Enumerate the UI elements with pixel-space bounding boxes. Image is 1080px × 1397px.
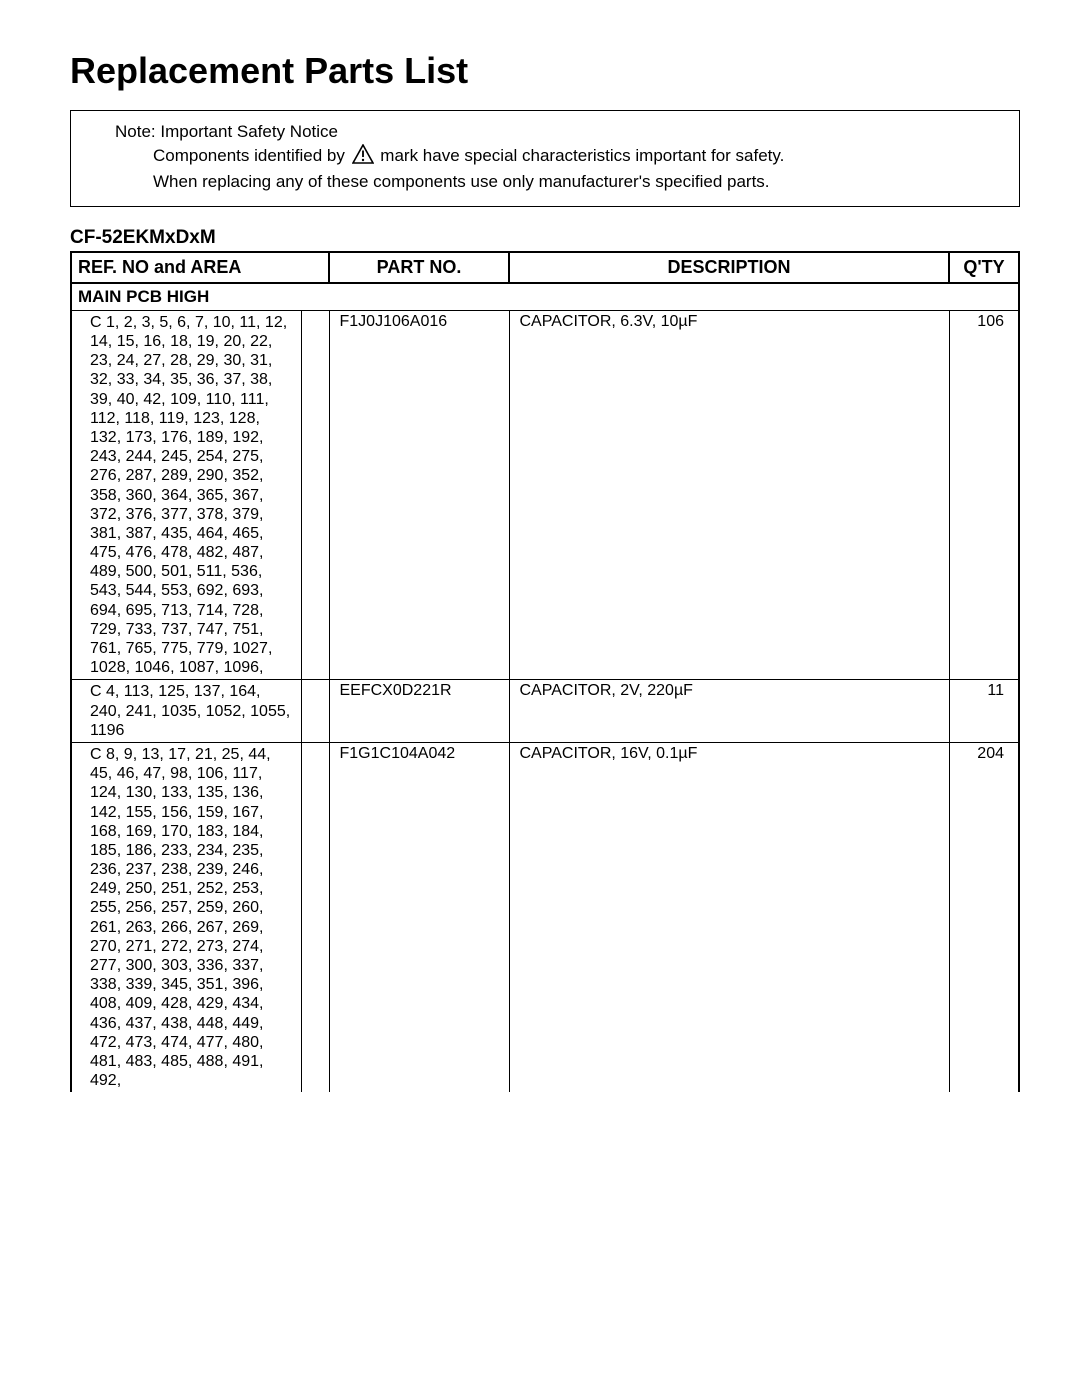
cell-mark: [301, 680, 329, 743]
cell-ref: C 8, 9, 13, 17, 21, 25, 44, 45, 46, 47, …: [71, 742, 301, 1092]
cell-qty: 204: [949, 742, 1019, 1092]
cell-part: F1J0J106A016: [329, 310, 509, 680]
cell-qty: 106: [949, 310, 1019, 680]
table-row: C 1, 2, 3, 5, 6, 7, 10, 11, 12, 14, 15, …: [71, 310, 1019, 680]
cell-part: F1G1C104A042: [329, 742, 509, 1092]
safety-line-2-post: mark have special characteristics import…: [380, 146, 784, 165]
safety-notice-box: Note: Important Safety Notice Components…: [70, 110, 1020, 207]
col-header-ref: REF. NO and AREA: [71, 252, 329, 283]
cell-desc: CAPACITOR, 6.3V, 10µF: [509, 310, 949, 680]
safety-line-2: Components identified by mark have speci…: [153, 144, 1005, 171]
cell-ref: C 4, 113, 125, 137, 164, 240, 241, 1035,…: [71, 680, 301, 743]
page: Replacement Parts List Note: Important S…: [0, 0, 1080, 1152]
cell-part: EEFCX0D221R: [329, 680, 509, 743]
cell-ref: C 1, 2, 3, 5, 6, 7, 10, 11, 12, 14, 15, …: [71, 310, 301, 680]
parts-table: REF. NO and AREA PART NO. DESCRIPTION Q'…: [70, 251, 1020, 1093]
table-row: C 4, 113, 125, 137, 164, 240, 241, 1035,…: [71, 680, 1019, 743]
page-title: Replacement Parts List: [70, 50, 1020, 92]
model-number: CF-52EKMxDxM: [70, 227, 1020, 249]
safety-line-2-pre: Components identified by: [153, 146, 350, 165]
section-row: MAIN PCB HIGH: [71, 283, 1019, 311]
section-label: MAIN PCB HIGH: [71, 283, 1019, 311]
safety-line-1: Note: Important Safety Notice: [115, 121, 1005, 144]
cell-mark: [301, 742, 329, 1092]
cell-desc: CAPACITOR, 16V, 0.1µF: [509, 742, 949, 1092]
col-header-desc: DESCRIPTION: [509, 252, 949, 283]
cell-qty: 11: [949, 680, 1019, 743]
warning-icon: [352, 144, 374, 171]
col-header-qty: Q'TY: [949, 252, 1019, 283]
cell-mark: [301, 310, 329, 680]
cell-desc: CAPACITOR, 2V, 220µF: [509, 680, 949, 743]
safety-line-3: When replacing any of these components u…: [153, 171, 1005, 194]
table-row: C 8, 9, 13, 17, 21, 25, 44, 45, 46, 47, …: [71, 742, 1019, 1092]
col-header-part: PART NO.: [329, 252, 509, 283]
table-header-row: REF. NO and AREA PART NO. DESCRIPTION Q'…: [71, 252, 1019, 283]
